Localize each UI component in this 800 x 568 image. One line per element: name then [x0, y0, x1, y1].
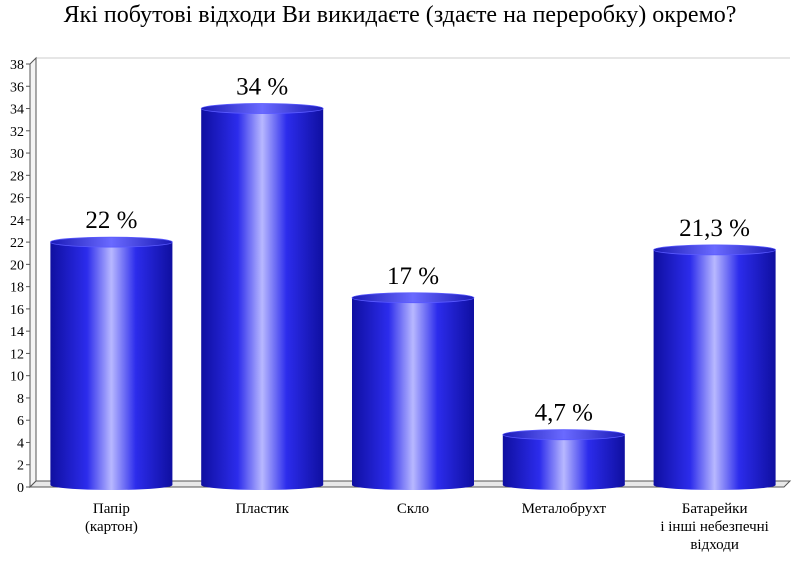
category-label-line: Папір	[93, 501, 130, 517]
bar-base	[352, 480, 474, 490]
y-tick-label: 22	[10, 236, 24, 251]
bar	[653, 244, 776, 490]
bar-body	[502, 434, 625, 485]
category-label: Папір (картон)	[85, 501, 138, 535]
data-label: 21,3 %	[679, 215, 750, 242]
category-label-line: Скло	[397, 501, 429, 517]
category-label: Скло	[397, 501, 429, 517]
y-tick-label: 26	[10, 192, 24, 207]
bar	[200, 103, 324, 490]
y-tick-label: 6	[17, 414, 24, 429]
y-tick-label: 4	[17, 436, 24, 451]
category-label: Батарейки і інші небезпечні відходи	[660, 501, 769, 553]
bar-base	[502, 480, 625, 490]
category-label-line: і інші небезпечні	[660, 519, 769, 535]
category-label-line: (картон)	[85, 519, 138, 535]
y-tick-label: 32	[10, 125, 24, 140]
bar-base	[653, 480, 776, 490]
y-tick-label: 8	[17, 392, 24, 407]
category-label-line: Пластик	[235, 501, 289, 517]
y-tick-label: 10	[10, 370, 24, 385]
y-tick-label: 2	[17, 459, 24, 474]
bar	[502, 429, 626, 490]
y-tick-label: 14	[10, 325, 24, 340]
data-label: 4,7 %	[535, 400, 593, 427]
chart-title: Які побутові відходи Ви викидаєте (здаєт…	[63, 2, 737, 28]
bar-top	[502, 429, 626, 441]
bar-top	[653, 244, 776, 256]
bar-body	[201, 108, 324, 486]
y-tick-label: 24	[10, 214, 24, 229]
category-label: Металобрухт	[522, 501, 607, 517]
y-tick-label: 34	[10, 103, 24, 118]
y-tick-label: 0	[17, 481, 24, 496]
category-label-line: Батарейки	[682, 501, 748, 517]
bar-base	[50, 480, 173, 490]
category-label-line: Металобрухт	[522, 501, 607, 517]
bar	[50, 236, 173, 490]
y-axis-wall	[29, 56, 37, 489]
y-tick-label: 18	[10, 281, 24, 296]
bar-base	[201, 480, 324, 490]
y-tick-label: 30	[10, 147, 24, 162]
y-tick-label: 20	[10, 258, 24, 273]
bar-top	[200, 103, 324, 114]
bar-body	[653, 249, 776, 485]
bar-top	[50, 236, 173, 248]
category-label-line: відходи	[690, 537, 739, 553]
category-label: Пластик	[235, 501, 289, 517]
bar	[351, 292, 475, 490]
y-tick-label: 12	[10, 347, 24, 362]
bar-top	[351, 292, 475, 304]
data-label: 22 %	[85, 207, 137, 234]
bar-body	[50, 242, 173, 485]
y-tick-label: 36	[10, 80, 24, 95]
data-label: 17 %	[387, 263, 439, 290]
bar-body	[352, 297, 474, 485]
y-tick-label: 16	[10, 303, 24, 318]
y-tick-label: 38	[10, 58, 24, 73]
y-tick-label: 28	[10, 169, 24, 184]
data-label: 34 %	[236, 74, 288, 101]
